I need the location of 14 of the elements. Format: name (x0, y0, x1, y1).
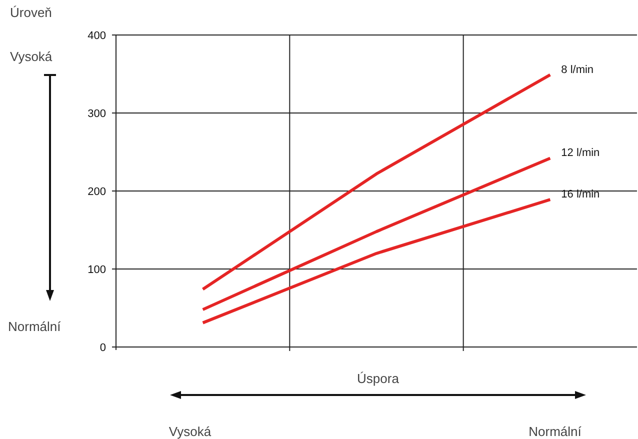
series-label: 12 l/min (561, 147, 600, 160)
series-label: 16 l/min (561, 188, 600, 201)
text: Normální (528, 424, 582, 439)
y-tick-label: 400 (88, 30, 106, 42)
y-tick-label: 200 (88, 186, 106, 198)
text: Normální (8, 319, 62, 334)
y-tick-label: 100 (88, 264, 106, 276)
y-tick-label: 300 (88, 108, 106, 120)
series-label: 8 l/min (561, 64, 594, 76)
text: Vysoká (168, 424, 212, 439)
y-tick-label: 0 (100, 342, 106, 354)
y-axis-title: Úroveň (10, 5, 52, 20)
x-axis-title: Úspora (357, 371, 400, 386)
text: Vysoká (10, 49, 53, 64)
